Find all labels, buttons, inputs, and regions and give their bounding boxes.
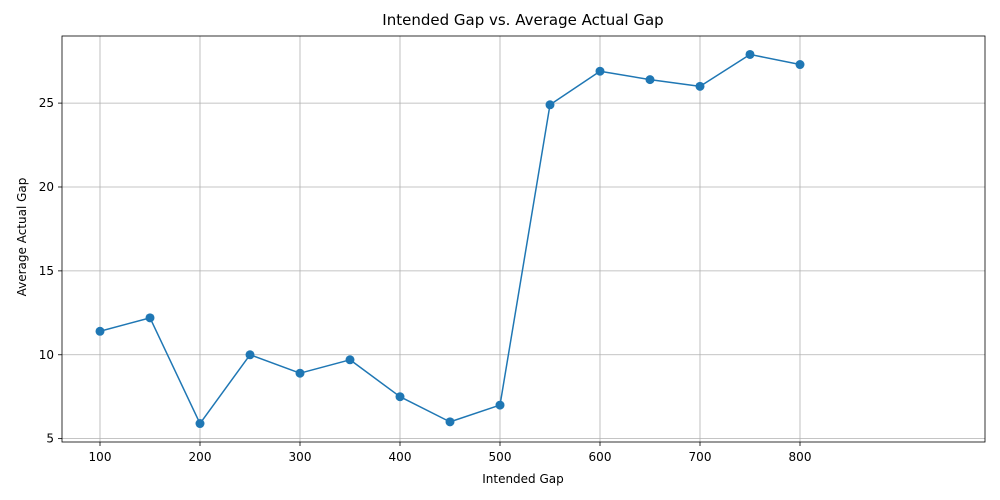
y-axis-ticks: 5 10 15 20 25	[39, 96, 62, 446]
data-point	[495, 400, 505, 410]
plot-area-frame	[61, 35, 986, 443]
x-tick-label: 700	[689, 450, 712, 464]
grid	[62, 36, 985, 442]
data-point	[345, 355, 355, 365]
x-tick-label: 200	[189, 450, 212, 464]
series-line-layer	[95, 49, 805, 429]
data-point	[595, 66, 605, 76]
y-tick-label: 5	[46, 432, 54, 446]
x-tick-label: 300	[289, 450, 312, 464]
x-axis-ticks: 100 200 300 400 500 600 700 800	[89, 442, 812, 464]
y-tick-label: 15	[39, 264, 54, 278]
data-point	[545, 100, 555, 110]
x-tick-label: 100	[89, 450, 112, 464]
data-point	[445, 417, 455, 427]
data-point	[395, 392, 405, 402]
data-point	[695, 81, 705, 91]
data-point	[745, 49, 755, 59]
data-point	[195, 419, 205, 429]
data-point	[95, 326, 105, 336]
y-tick-label: 10	[39, 348, 54, 362]
x-axis-label: Intended Gap	[482, 472, 564, 486]
x-tick-label: 400	[389, 450, 412, 464]
data-point	[245, 350, 255, 360]
x-tick-label: 600	[589, 450, 612, 464]
x-tick-label: 500	[489, 450, 512, 464]
data-point	[145, 313, 155, 323]
y-tick-label: 25	[39, 96, 54, 110]
y-tick-label: 20	[39, 180, 54, 194]
data-point	[295, 368, 305, 378]
x-tick-label: 800	[789, 450, 812, 464]
data-point	[795, 60, 805, 70]
chart-title: Intended Gap vs. Average Actual Gap	[382, 11, 663, 29]
data-point	[645, 75, 655, 85]
y-axis-label: Average Actual Gap	[15, 178, 29, 297]
